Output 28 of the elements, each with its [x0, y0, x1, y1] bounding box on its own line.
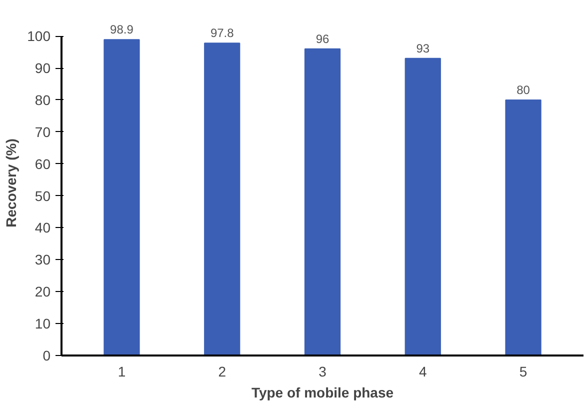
- x-tick-label: 3: [318, 364, 327, 380]
- y-tick-label: 70: [34, 124, 51, 140]
- y-tick-label: 30: [34, 252, 51, 268]
- y-tick-label: 100: [27, 28, 51, 44]
- bar: [304, 48, 341, 356]
- y-tick-label: 50: [34, 188, 51, 204]
- data-label: 93: [416, 41, 430, 56]
- data-label: 96: [316, 32, 330, 46]
- bar: [505, 99, 542, 356]
- x-tick-label: 5: [519, 364, 528, 380]
- x-axis-title: Type of mobile phase: [251, 384, 394, 400]
- y-tick-label: 10: [34, 316, 51, 332]
- data-label: 80: [516, 82, 530, 97]
- bar: [104, 39, 140, 356]
- data-label: 97.8: [210, 26, 234, 40]
- y-tick-label: 80: [34, 92, 51, 108]
- y-tick-label: 0: [42, 348, 51, 364]
- data-label: 98.9: [110, 22, 134, 37]
- bar: [204, 42, 240, 356]
- y-tick-label: 60: [34, 156, 51, 172]
- y-tick-label: 90: [34, 60, 51, 76]
- x-tick-label: 4: [418, 364, 427, 380]
- x-tick-label: 1: [118, 364, 126, 380]
- bar: [404, 58, 441, 356]
- y-axis-title: Recovery (%): [3, 138, 20, 228]
- x-tick-label: 2: [218, 364, 226, 380]
- y-tick-label: 20: [34, 284, 51, 300]
- y-tick-label: 40: [34, 220, 51, 236]
